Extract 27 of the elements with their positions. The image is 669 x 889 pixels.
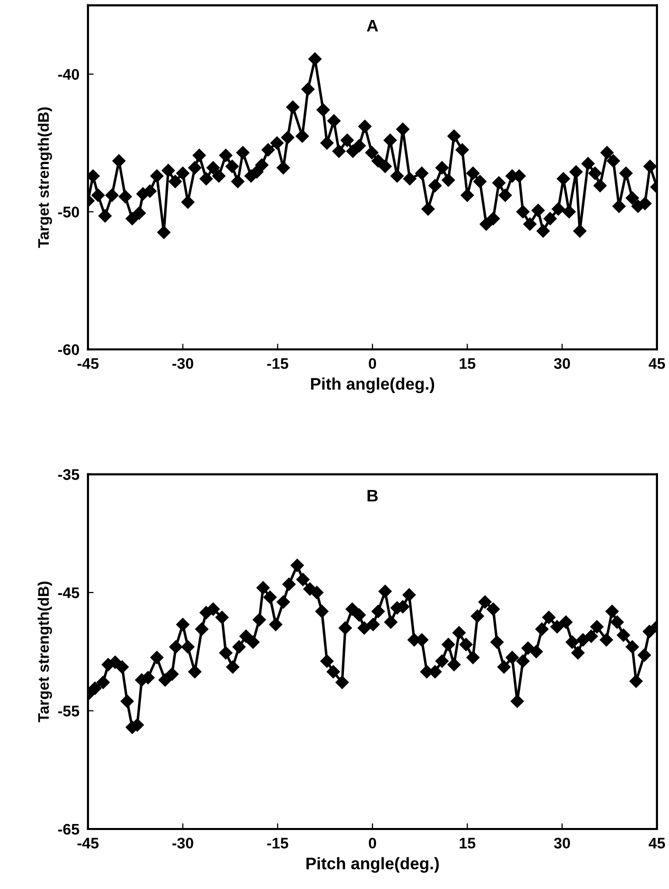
x-tick-label: 30 <box>554 358 570 369</box>
x-axis-title: Pitch angle(deg.) <box>306 857 439 873</box>
y-tick-label: -50 <box>58 206 80 218</box>
text: A <box>366 20 378 32</box>
x-tick-label: 0 <box>368 358 376 369</box>
x-tick-label: 15 <box>460 358 476 369</box>
y-axis-title: Target strength(dB) <box>38 582 52 722</box>
x-tick-label: -15 <box>267 838 288 849</box>
x-tick-label: -30 <box>172 838 194 849</box>
y-tick-label: -65 <box>58 824 80 835</box>
x-tick-label: 45 <box>648 358 666 369</box>
y-tick-label: -55 <box>58 706 80 716</box>
y-tick-label: -35 <box>58 469 80 480</box>
x-tick-label: -30 <box>172 358 194 369</box>
x-tick-label: 45 <box>648 838 666 849</box>
x-tick-label: 15 <box>460 838 476 849</box>
x-tick-label: -15 <box>267 358 288 369</box>
text: B <box>368 490 378 502</box>
y-tick-label: -45 <box>58 588 80 598</box>
x-tick-label: 0 <box>368 838 376 849</box>
x-tick-label: -45 <box>78 838 99 849</box>
y-tick-label: -40 <box>58 69 80 80</box>
y-axis-title: Target strength(dB) <box>38 107 52 248</box>
x-tick-label: 30 <box>554 838 570 849</box>
x-tick-label: -45 <box>78 358 99 369</box>
x-axis-title: Pith angle(deg.) <box>311 378 434 394</box>
y-tick-label: -60 <box>58 344 80 356</box>
